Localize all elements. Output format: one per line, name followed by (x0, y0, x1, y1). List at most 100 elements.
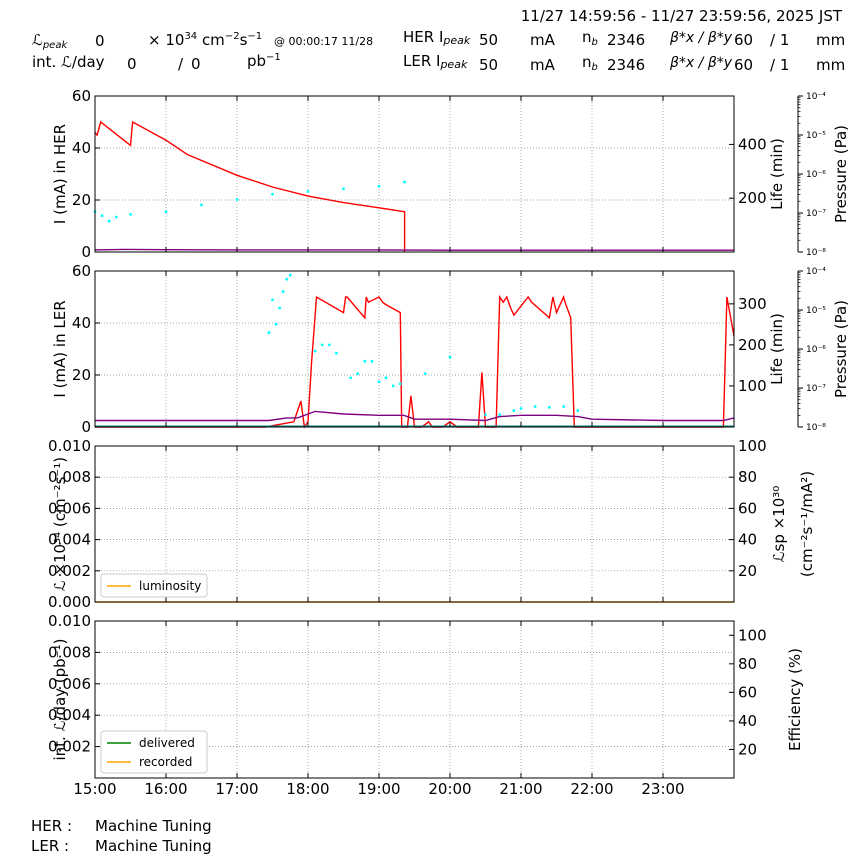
plot-frame (94, 95, 735, 253)
data-point (278, 306, 281, 310)
data-point (129, 212, 132, 216)
y-tick-label: 0 (81, 243, 91, 261)
x-tick-label: 15:00 (73, 780, 116, 798)
data-point (519, 407, 523, 410)
y-axis-label: ℒ ×10³⁴ (cm⁻²s⁻¹) (51, 457, 69, 591)
y-tick-label: 0.002 (48, 738, 91, 756)
ler-by: / 1 (770, 56, 789, 74)
data-point (200, 203, 203, 207)
data-point (576, 409, 580, 412)
data-point (327, 343, 331, 347)
right-tick-label: 40 (738, 531, 757, 549)
lpeak-label: ℒpeak (32, 31, 68, 51)
legend-box (100, 573, 208, 598)
y-tick-label: 0.004 (48, 706, 91, 724)
lumi-panel: 0.000 0.002 0.004 0.006 0.008 0.010 ℒ ×10³⁴ (c… (48, 437, 816, 611)
y-tick-label: 40 (72, 139, 91, 157)
lpeak-time: @ 00:00:17 11/28 (274, 35, 373, 48)
data-point (484, 413, 487, 417)
header: 11/27 14:59:56 - 11/27 23:59:56, 2025 JS… (32, 7, 845, 74)
data-point (271, 192, 274, 196)
data-point (398, 382, 402, 386)
her-ipeak-label: HER Ipeak (403, 28, 471, 47)
right-tick-label: 20 (738, 562, 757, 580)
intl-unit: pb−1 (247, 52, 281, 70)
right-tick-label: 300 (738, 295, 767, 313)
data-point (274, 322, 278, 326)
right-axis-label: Life (min) (768, 138, 786, 210)
pressure-axis-label: Pressure (Pa) (832, 125, 850, 223)
legend-label: delivered (139, 736, 195, 750)
x-tick-label: 18:00 (286, 780, 329, 798)
y-tick-label: 0 (81, 418, 91, 436)
y-axis-label: I (mA) in HER (51, 124, 69, 224)
series-line (95, 410, 735, 422)
data-point (548, 405, 551, 409)
right-tick-label: 60 (738, 499, 757, 517)
right-tick-label: 100 (738, 437, 767, 455)
data-point (164, 210, 168, 214)
series-line (94, 120, 406, 252)
her-beta-unit: mm (816, 31, 845, 49)
right-tick-label: 100 (738, 626, 767, 644)
pressure-tick-label: 10⁻⁸ (806, 423, 826, 433)
data-point (356, 372, 360, 376)
her-beta-label: β*x / β*y (669, 30, 733, 46)
x-tick-label: 19:00 (357, 780, 400, 798)
data-point (384, 376, 388, 380)
y-tick-label: 0.010 (48, 437, 91, 455)
pressure-tick-label: 10⁻⁵ (806, 131, 826, 141)
y-tick-label: 20 (72, 191, 91, 209)
data-point (512, 409, 516, 412)
her-panel: 0 20 40 60 I (mA) in HER 200 400 Life (min) 10⁻⁴… (51, 87, 850, 261)
ler-ipeak-value: 50 (479, 56, 498, 74)
data-point (320, 343, 324, 347)
right-tick-label: 80 (738, 655, 757, 673)
ler-nb-value: 2346 (607, 56, 645, 74)
intl-sep: / (178, 55, 184, 73)
y-tick-label: 0.006 (48, 675, 91, 693)
y-tick-label: 0.006 (48, 499, 91, 517)
right-tick-label: 40 (738, 712, 757, 730)
data-point (423, 372, 427, 376)
ler-ipeak-label: LER Ipeak (403, 52, 468, 71)
right-tick-label: 60 (738, 683, 757, 701)
pressure-axis-label: Pressure (Pa) (832, 300, 850, 398)
data-point (370, 359, 374, 363)
pressure-tick-label: 10⁻⁷ (806, 384, 826, 394)
plot-frame (94, 270, 735, 428)
intl-value2: 0 (191, 55, 201, 73)
y-tick-label: 60 (72, 87, 91, 105)
right-axis-label: ℒsp ×10³⁰ (770, 486, 788, 563)
ler-ma-unit: mA (530, 56, 556, 74)
data-point (271, 298, 274, 302)
pressure-tick-label: 10⁻⁸ (806, 248, 826, 258)
her-by: / 1 (770, 31, 789, 49)
y-tick-label: 0.004 (48, 531, 91, 549)
right-tick-label: 200 (738, 189, 767, 207)
data-point (448, 355, 452, 359)
data-point (335, 351, 338, 355)
series-line (95, 294, 735, 429)
ler-beta-label: β*x / β*y (669, 55, 733, 71)
y-tick-label: 40 (72, 314, 91, 332)
right-tick-label: 400 (738, 135, 767, 153)
x-tick-label: 21:00 (499, 780, 542, 798)
y-tick-label: 60 (72, 262, 91, 280)
her-ma-unit: mA (530, 31, 556, 49)
ler-beta-unit: mm (816, 56, 845, 74)
right-axis-label: Efficiency (%) (786, 648, 804, 751)
footer-ler-status: Machine Tuning (95, 837, 212, 855)
data-point (288, 273, 292, 277)
pressure-tick-label: 10⁻⁵ (806, 306, 826, 316)
plot-frame (94, 620, 735, 779)
data-point (100, 214, 104, 218)
data-point (403, 180, 406, 184)
intl-label: int. ℒ/day (32, 53, 105, 71)
pressure-tick-label: 10⁻⁶ (806, 345, 826, 355)
x-tick-label: 23:00 (641, 780, 684, 798)
data-point (285, 277, 289, 281)
